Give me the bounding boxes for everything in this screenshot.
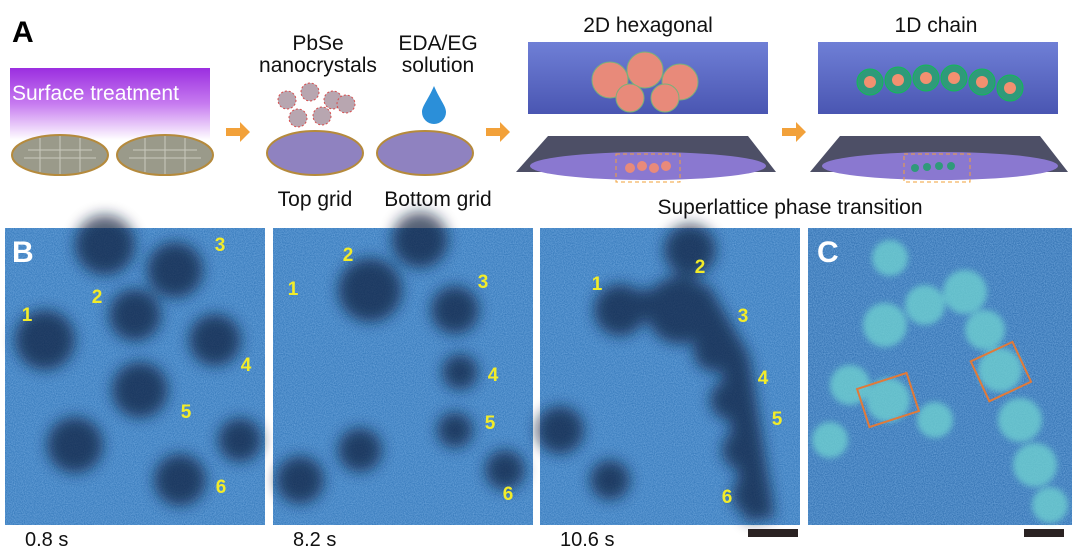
panel-c-image	[808, 228, 1072, 537]
hexagonal-label: 2D hexagonal	[583, 14, 713, 37]
droplet	[422, 86, 446, 124]
particle	[536, 406, 584, 454]
grid-discs	[11, 130, 474, 176]
particle-number: 3	[738, 306, 749, 327]
time-label: 0.8 s	[25, 529, 68, 551]
particle-number: 2	[92, 287, 103, 308]
particle	[147, 242, 203, 298]
particle	[338, 258, 402, 322]
particle-number: 1	[592, 274, 603, 295]
grid-lines	[24, 136, 201, 174]
panel-letter: C	[817, 236, 839, 269]
particle	[442, 354, 478, 390]
particle-number: 4	[758, 368, 769, 389]
particle	[218, 418, 262, 462]
particle	[437, 412, 473, 448]
bottom-grid-label: Bottom grid	[384, 188, 491, 211]
particle-number: 1	[288, 279, 299, 300]
particle-number: 6	[503, 484, 514, 505]
particle-number: 5	[485, 413, 496, 434]
particle	[75, 215, 135, 275]
nanocrystal-icons	[277, 82, 356, 128]
particle-number: 1	[22, 305, 33, 326]
particle-shadows	[276, 212, 525, 504]
scale-bar	[748, 529, 798, 537]
particle-number: 6	[216, 477, 227, 498]
particle	[392, 212, 448, 268]
particle-number: 5	[181, 402, 192, 423]
surface-treatment-label: Surface treatment	[12, 82, 179, 105]
particle	[109, 289, 161, 341]
solution-label: EDA/EG	[398, 32, 477, 55]
particle	[664, 224, 716, 276]
particle-number: 2	[343, 245, 354, 266]
solution-label: solution	[402, 54, 474, 77]
particle-number: 3	[215, 235, 226, 256]
particle	[590, 460, 630, 500]
chain	[638, 284, 775, 523]
particle	[112, 362, 168, 418]
particle-number: 5	[772, 409, 783, 430]
chain-cell	[810, 42, 1068, 183]
particle-number: 6	[722, 487, 733, 508]
particle	[431, 286, 479, 334]
particle	[189, 314, 241, 366]
time-label: 10.6 s	[560, 529, 614, 551]
top-grid-label: Top grid	[278, 188, 353, 211]
particle	[485, 450, 525, 490]
particle-number: 3	[478, 272, 489, 293]
panel-letter: A	[12, 16, 34, 49]
nanocrystals-label: PbSe	[292, 32, 343, 55]
particle-number: 4	[241, 355, 252, 376]
surface-treatment-glow	[10, 68, 210, 140]
hexagonal-cell	[516, 42, 776, 183]
particle-shadows	[15, 215, 262, 506]
chain-label: 1D chain	[895, 14, 978, 37]
particle-shadows	[536, 224, 775, 523]
particle-number: 4	[488, 365, 499, 386]
particle	[276, 456, 324, 504]
particle-number: 2	[695, 257, 706, 278]
particle	[15, 310, 75, 370]
time-label: 8.2 s	[293, 529, 336, 551]
particle	[47, 417, 103, 473]
particle	[338, 428, 382, 472]
nanocrystals-label: nanocrystals	[259, 54, 377, 77]
particle	[154, 454, 206, 506]
transition-label: Superlattice phase transition	[658, 196, 923, 219]
arrows	[226, 122, 806, 142]
panel-letter: B	[12, 236, 34, 269]
particle	[594, 284, 646, 336]
